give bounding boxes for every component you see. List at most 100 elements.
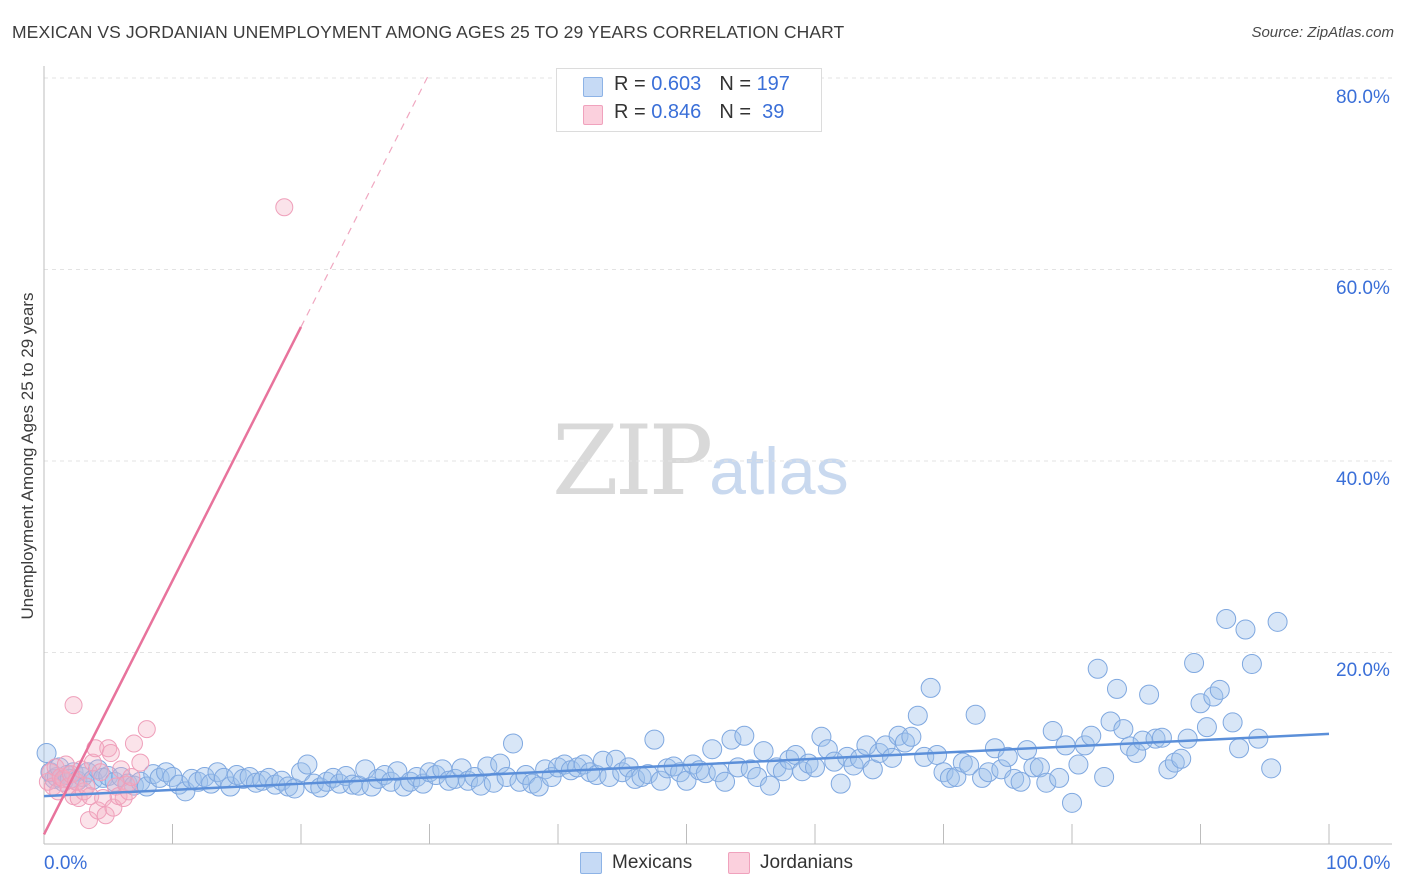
stats-row-jordanians: R = 0.846 N = 39 xyxy=(557,101,821,127)
watermark-atlas: atlas xyxy=(709,434,849,508)
mexicans-point xyxy=(997,746,1018,767)
mexicans-point xyxy=(894,732,915,753)
chart-title: MEXICAN VS JORDANIAN UNEMPLOYMENT AMONG … xyxy=(12,22,845,42)
jordanians-point xyxy=(79,811,98,830)
mexicans-point xyxy=(805,757,825,778)
mexicans-point xyxy=(1184,653,1205,674)
mexicans-point xyxy=(1190,693,1211,714)
x-tick-label-end: 100.0% xyxy=(1326,853,1391,874)
mexicans-point xyxy=(1164,752,1185,773)
mexicans-point xyxy=(1222,712,1243,733)
jordanians-point xyxy=(275,198,294,217)
mexicans-point xyxy=(1029,757,1050,778)
r-label: R = xyxy=(614,101,652,123)
jordanians-point xyxy=(122,767,141,786)
mexicans-point xyxy=(882,747,903,768)
mexicans-point xyxy=(1081,725,1102,746)
mexicans-point xyxy=(637,764,658,785)
mexicans-point xyxy=(1036,772,1057,793)
mexicans-point xyxy=(1042,721,1063,742)
mexicans-point xyxy=(978,762,999,783)
mexicans-point xyxy=(830,773,851,794)
mexicans-point xyxy=(1216,608,1237,629)
jordanians-point xyxy=(96,806,115,825)
mexicans-point xyxy=(933,762,954,783)
n-label: N = xyxy=(719,73,757,95)
mexicans-point xyxy=(1062,792,1082,813)
mexicans-point xyxy=(734,725,755,746)
mexicans-point xyxy=(1267,611,1288,632)
mexicans-point xyxy=(972,767,993,788)
mexicans-point xyxy=(939,767,960,788)
legend-label-jordanians: Jordanians xyxy=(760,852,853,873)
mexicans-point xyxy=(650,770,671,791)
stats-swatch-mexicans xyxy=(583,77,603,97)
watermark: ZIPatlas xyxy=(552,405,849,517)
mexicans-point xyxy=(1171,748,1192,769)
mexicans-point xyxy=(226,765,247,786)
mexicans-point xyxy=(1113,719,1134,740)
jordanians-point xyxy=(83,753,102,772)
r-value-mexicans: 0.603 xyxy=(651,73,702,95)
n-value-jordanians: 39 xyxy=(756,101,785,123)
jordanians-point xyxy=(124,734,143,753)
n-value-mexicans: 197 xyxy=(756,73,790,95)
jordanians-point xyxy=(131,753,150,772)
mexicans-point xyxy=(1100,711,1121,732)
y-tick-label-60: 60.0% xyxy=(1336,278,1390,299)
mexicans-point xyxy=(1229,738,1250,759)
mexicans-point xyxy=(1068,754,1089,775)
jordanians-point xyxy=(64,696,83,715)
mexicans-point xyxy=(1049,767,1070,788)
mexicans-point xyxy=(1261,758,1282,779)
legend-swatch-jordanians xyxy=(728,852,750,874)
mexicans-point xyxy=(1106,678,1127,699)
legend-swatch-mexicans xyxy=(580,852,602,874)
mexicans-point xyxy=(811,726,832,747)
mexicans-point xyxy=(207,762,228,783)
mexicans-point xyxy=(1139,684,1160,705)
mexicans-point xyxy=(36,743,57,764)
chart-legend: Mexicans Jordanians xyxy=(0,850,1406,880)
mexicans-point xyxy=(753,741,774,762)
legend-label-mexicans: Mexicans xyxy=(612,852,693,873)
mexicans-point xyxy=(1132,730,1153,751)
y-tick-label-40: 40.0% xyxy=(1336,469,1390,490)
mexicans-point xyxy=(715,771,736,792)
r-value-jordanians: 0.846 xyxy=(651,101,702,123)
y-tick-label-80: 80.0% xyxy=(1336,87,1390,108)
mexicans-point xyxy=(1017,740,1038,761)
jordanians-point xyxy=(99,739,118,758)
mexicans-point xyxy=(1196,717,1217,738)
mexicans-point xyxy=(901,726,922,747)
source-credit: Source: ZipAtlas.com xyxy=(1251,24,1394,41)
y-tick-label-20: 20.0% xyxy=(1336,660,1390,681)
jordanians-point xyxy=(137,720,156,739)
mexicans-point xyxy=(760,775,781,796)
mexicans-point xyxy=(965,704,986,725)
mexicans-point xyxy=(907,705,928,726)
mexicans-point xyxy=(1151,727,1172,748)
mexicans-point xyxy=(503,733,524,754)
mexicans-point xyxy=(959,755,980,776)
stats-swatch-jordanians xyxy=(583,105,603,125)
n-label: N = xyxy=(719,101,757,123)
mexicans-point xyxy=(1241,653,1262,674)
mexicans-point xyxy=(927,744,948,765)
mexicans-point xyxy=(1094,766,1115,787)
mexicans-point xyxy=(1010,771,1031,792)
mexicans-point xyxy=(143,764,164,785)
jordanians-point xyxy=(91,763,110,782)
mexicans-point xyxy=(1023,757,1044,778)
mexicans-point xyxy=(1087,658,1108,679)
mexicans-point xyxy=(599,766,620,787)
jordanians-point xyxy=(101,744,120,763)
mexicans-point xyxy=(1235,619,1256,640)
mexicans-point xyxy=(920,677,941,698)
mexicans-point xyxy=(702,739,723,760)
mexicans-point xyxy=(766,757,787,778)
mexicans-point xyxy=(425,765,446,786)
mexicans-point xyxy=(644,729,665,750)
mexicans-trend-line xyxy=(43,732,1330,798)
mexicans-point xyxy=(297,754,318,775)
